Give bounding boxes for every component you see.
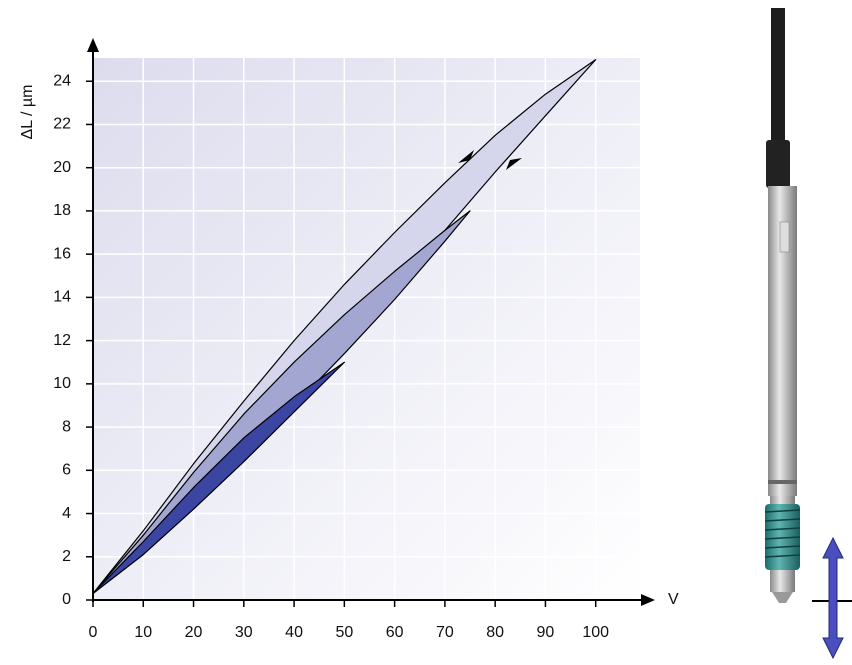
x-tick-label: 0 (89, 624, 98, 641)
x-tick-label: 10 (134, 624, 152, 641)
x-axis-label: V (668, 591, 679, 608)
y-tick-label: 24 (53, 72, 71, 89)
y-tick-label: 10 (53, 375, 71, 392)
y-tick-label: 2 (62, 548, 71, 565)
y-tick-label: 12 (53, 332, 71, 349)
y-tick-label: 16 (53, 245, 71, 262)
x-tick-label: 50 (335, 624, 353, 641)
x-axis-arrow (641, 594, 655, 606)
y-tick-label: 20 (53, 159, 71, 176)
y-tick-label: 8 (62, 418, 71, 435)
x-tick-label: 80 (486, 624, 504, 641)
x-tick-label: 90 (537, 624, 555, 641)
y-tick-label: 4 (62, 505, 71, 522)
y-tick-label: 18 (53, 202, 71, 219)
x-tick-label: 100 (582, 624, 609, 641)
y-tick-label: 14 (53, 289, 71, 306)
x-tick-label: 20 (185, 624, 203, 641)
y-tick-label: 0 (62, 591, 71, 608)
y-axis-arrow (87, 38, 99, 52)
x-tick-label: 60 (386, 624, 404, 641)
probe-image (765, 8, 800, 603)
x-tick-label: 40 (285, 624, 303, 641)
page: V ΔL / µm 010203040506070809010002468101… (0, 0, 852, 660)
y-tick-label: 6 (62, 462, 71, 479)
motion-arrow (823, 538, 843, 658)
x-tick-label: 70 (436, 624, 454, 641)
y-axis-label: ΔL / µm (19, 85, 36, 140)
y-tick-label: 22 (53, 116, 71, 133)
chart: V ΔL / µm 010203040506070809010002468101… (0, 0, 852, 660)
x-tick-label: 30 (235, 624, 253, 641)
